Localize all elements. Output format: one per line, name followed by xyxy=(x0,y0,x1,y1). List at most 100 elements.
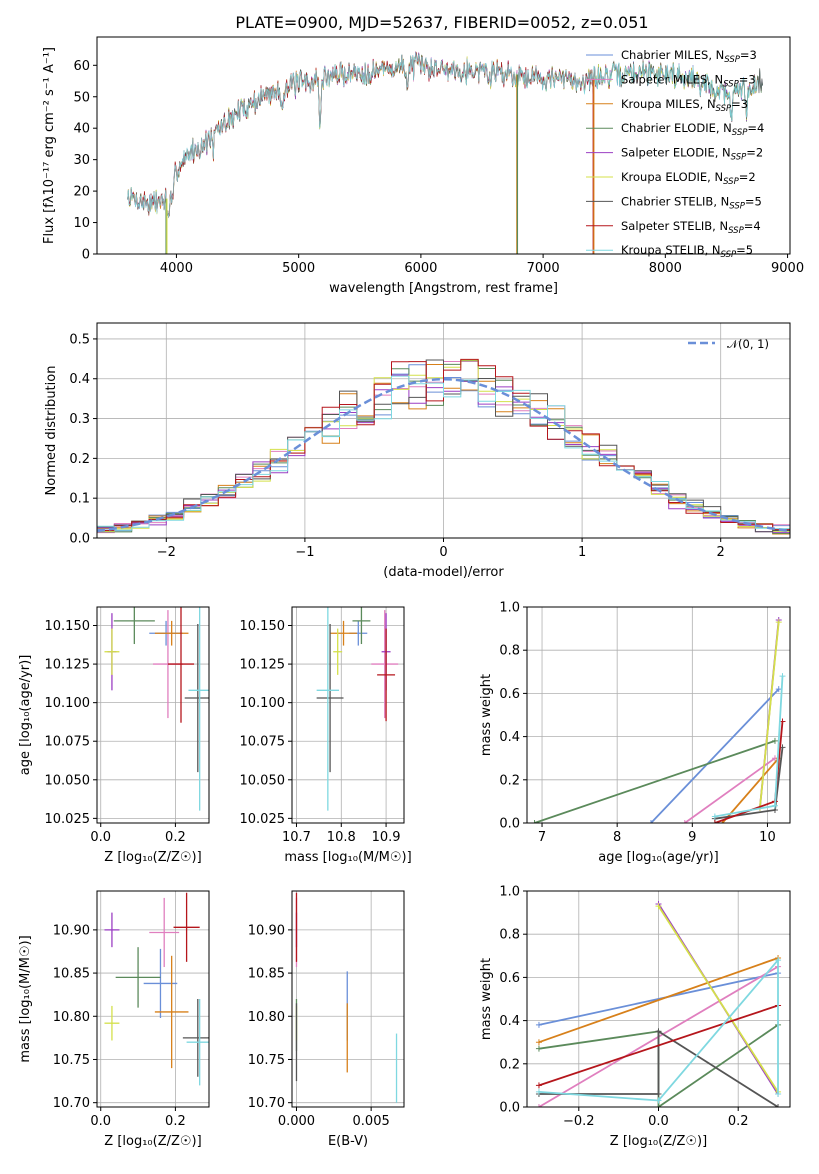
y-tick-label: 10.100 xyxy=(45,696,91,711)
weight-marker xyxy=(775,619,782,626)
plot-frame xyxy=(96,606,210,824)
weight-marker xyxy=(775,1104,782,1107)
x-tick-label: 7000 xyxy=(527,261,560,276)
mass-vs-ebv-chart: 0.000 0.005 10.70 10.75 10.80 10.85 10.90 E(B-V… xyxy=(248,890,405,1149)
y-tick-label: 0.2 xyxy=(499,773,520,788)
y-tick-label: 10.70 xyxy=(248,1096,285,1111)
plot-area xyxy=(127,51,763,254)
legend-label: Chabrier MILES, NSSP=3 xyxy=(621,48,757,65)
x-axis-label: Z [log₁₀(Z/Z☉)] xyxy=(104,850,201,865)
x-tick-label: −2 xyxy=(157,545,176,560)
plot-area xyxy=(531,616,786,823)
y-tick-label: 50 xyxy=(73,90,90,105)
weight-marker xyxy=(655,1091,662,1098)
y-tick-label: 10.75 xyxy=(248,1053,285,1068)
y-tick-label: 10.150 xyxy=(45,619,91,634)
weight-marker xyxy=(535,1082,542,1089)
x-tick-label: 6000 xyxy=(404,261,437,276)
y-tick-label: 0.1 xyxy=(69,492,90,507)
y-tick-label: 10.100 xyxy=(240,696,286,711)
y-axis-label: mass weight xyxy=(479,958,494,1040)
weight-line xyxy=(538,957,779,1102)
legend-label: Kroupa ELODIE, NSSP=2 xyxy=(621,170,756,187)
legend-label: 𝒩(0, 1) xyxy=(727,337,769,351)
y-axis-label: mass weight xyxy=(479,674,494,756)
weight-marker xyxy=(655,1104,662,1107)
x-axis-label: Z [log₁₀(Z/Z☉)] xyxy=(104,1134,201,1149)
weight-marker xyxy=(535,1039,542,1046)
x-tick-label: 0.0 xyxy=(648,1114,669,1129)
weight-line xyxy=(650,688,780,823)
legend-label: Salpeter ELODIE, NSSP=2 xyxy=(621,146,763,163)
weight-vs-age-chart: 7 8 9 10 0.0 0.2 0.4 0.6 0.8 1.0 age [log₁₀(age/yr… xyxy=(479,601,791,865)
x-tick-label: 5000 xyxy=(282,261,315,276)
y-tick-label: 10.90 xyxy=(53,923,90,938)
plot-frame xyxy=(526,890,791,1108)
x-tick-label: −0.2 xyxy=(563,1114,595,1129)
x-tick-label: 0.0 xyxy=(90,830,111,845)
y-tick-label: 0.6 xyxy=(499,687,520,702)
y-tick-label: 10.80 xyxy=(53,1010,90,1025)
y-tick-label: 40 xyxy=(73,122,90,137)
x-tick-label: 0.0 xyxy=(90,1114,111,1129)
x-tick-label: 10 xyxy=(759,830,776,845)
y-tick-label: 60 xyxy=(73,59,90,74)
x-tick-label: 0.000 xyxy=(278,1114,315,1129)
y-tick-label: 0.8 xyxy=(499,644,520,659)
y-tick-label: 10.050 xyxy=(45,773,91,788)
y-tick-label: 10.025 xyxy=(45,812,91,827)
y-tick-label: 0.4 xyxy=(499,730,520,745)
x-tick-label: 0 xyxy=(439,545,447,560)
weight-line xyxy=(538,957,779,1044)
y-tick-label: 10.075 xyxy=(240,735,286,750)
legend-label: Chabrier STELIB, NSSP=5 xyxy=(621,194,762,211)
normal-curve xyxy=(97,377,790,533)
weight-marker xyxy=(711,813,718,820)
y-tick-label: 0.0 xyxy=(499,1101,520,1116)
x-axis-label: age [log₁₀(age/yr)] xyxy=(598,850,719,865)
y-tick-label: 0.4 xyxy=(69,372,90,387)
weight-line xyxy=(721,757,780,823)
x-tick-label: 10.8 xyxy=(327,830,356,845)
weight-marker xyxy=(779,673,786,680)
x-tick-label: 1 xyxy=(578,545,586,560)
plot-area xyxy=(97,358,790,538)
weight-line xyxy=(684,757,776,823)
y-tick-label: 10.125 xyxy=(45,658,91,673)
y-tick-label: 10.125 xyxy=(240,658,286,673)
y-tick-label: 20 xyxy=(73,185,90,200)
weight-marker xyxy=(531,820,538,823)
y-tick-label: 0 xyxy=(82,248,90,263)
y-tick-label: 30 xyxy=(73,153,90,168)
y-tick-label: 10.85 xyxy=(248,967,285,982)
y-tick-label: 0.4 xyxy=(499,1014,520,1029)
legend-label: Chabrier ELODIE, NSSP=4 xyxy=(621,121,764,138)
x-tick-label: 8000 xyxy=(649,261,682,276)
spectrum-chart: 4000 5000 6000 7000 8000 9000 0 10 20 30 40 50 60 wav… xyxy=(42,36,804,296)
legend-label: Salpeter STELIB, NSSP=4 xyxy=(621,219,761,236)
y-tick-label: 10.025 xyxy=(240,812,286,827)
x-tick-label: 0.2 xyxy=(165,1114,186,1129)
x-axis-label: (data-model)/error xyxy=(383,565,504,580)
weight-marker xyxy=(775,686,782,693)
legend-label: Kroupa STELIB, NSSP=5 xyxy=(621,243,753,260)
weight-marker xyxy=(535,1021,542,1028)
weight-marker xyxy=(535,1045,542,1052)
y-tick-label: 0.0 xyxy=(69,532,90,547)
weight-marker xyxy=(535,1104,542,1107)
y-tick-label: 10.90 xyxy=(248,923,285,938)
y-tick-label: 10.75 xyxy=(53,1053,90,1068)
x-tick-label: 7 xyxy=(538,830,546,845)
y-axis-label: Normed distribution xyxy=(44,366,59,496)
x-axis-label: Z [log₁₀(Z/Z☉)] xyxy=(610,1134,707,1149)
y-tick-label: 1.0 xyxy=(499,885,520,900)
y-tick-label: 0.2 xyxy=(499,1057,520,1072)
y-tick-label: 10 xyxy=(73,216,90,231)
x-tick-label: −1 xyxy=(295,545,314,560)
weight-marker xyxy=(535,1088,542,1095)
y-tick-label: 0.3 xyxy=(69,412,90,427)
weight-marker xyxy=(655,903,662,910)
y-tick-label: 10.050 xyxy=(240,773,286,788)
legend-label: Kroupa MILES, NSSP=3 xyxy=(621,97,748,114)
